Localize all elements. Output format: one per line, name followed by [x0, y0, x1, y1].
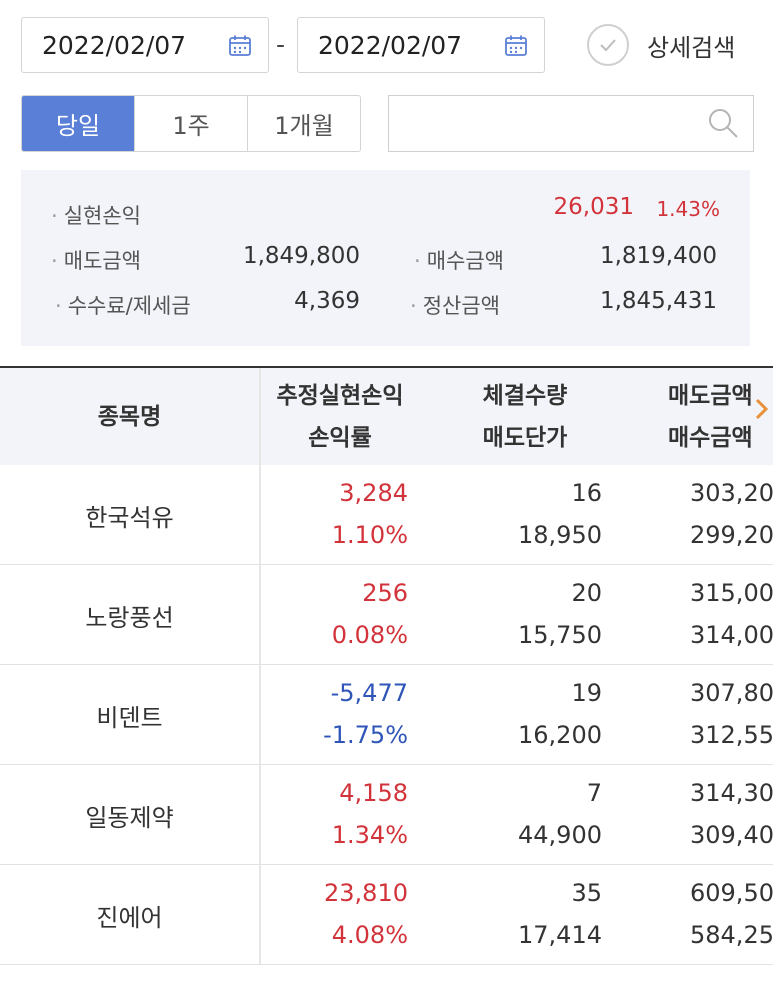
pl-rate: 1.34%	[331, 821, 408, 849]
table-header: 종목명 추정실현손익 손익률 체결수량 매도단가 매도금액 매수금액	[0, 366, 773, 465]
sell-price: 17,414	[518, 921, 602, 949]
pl-rate: -1.75%	[323, 721, 408, 749]
estimated-pl: -5,477	[330, 679, 408, 707]
date-range-separator: -	[276, 30, 286, 59]
table-row[interactable]: 노랑풍선 256 0.08% 20 15,750 315,000 314,000	[0, 565, 773, 665]
estimated-pl: 4,158	[339, 779, 408, 807]
sell-amount: 303,200	[690, 479, 773, 507]
buy-amount: 312,550	[690, 721, 773, 749]
realized-pl-label: · 실현손익	[51, 204, 141, 228]
column-divider	[259, 865, 261, 964]
header-sell-price: 매도단가	[482, 425, 568, 451]
estimated-pl: 23,810	[324, 879, 408, 907]
buy-amount-value: 1,819,400	[599, 243, 717, 269]
detail-search-toggle[interactable]: 상세검색	[587, 24, 735, 66]
summary-panel: · 실현손익 26,031 1.43% · 매도금액 1,849,800 · 매수금액…	[21, 170, 750, 346]
stock-name: 일동제약	[85, 803, 174, 832]
period-tab-1month[interactable]: 1개월	[248, 96, 360, 151]
buy-amount: 314,000	[690, 621, 773, 649]
estimated-pl: 256	[362, 579, 408, 607]
column-divider	[259, 665, 261, 764]
end-date-field[interactable]: 2022/02/07	[297, 17, 545, 73]
settlement-value: 1,845,431	[599, 288, 717, 314]
column-divider	[259, 465, 261, 564]
quantity: 16	[571, 479, 602, 507]
sell-price: 18,950	[518, 521, 602, 549]
header-quantity: 체결수량	[482, 383, 568, 409]
header-sell-amount: 매도금액	[668, 383, 753, 409]
column-divider	[259, 368, 261, 465]
column-divider	[259, 765, 261, 864]
calendar-icon[interactable]	[228, 34, 252, 64]
pl-rate: 1.10%	[331, 521, 408, 549]
realized-pl-value: 26,031	[553, 194, 634, 220]
header-buy-amount: 매수금액	[668, 425, 753, 451]
detail-search-label: 상세검색	[647, 33, 736, 62]
stock-name: 노랑풍선	[85, 603, 174, 632]
pl-rate: 0.08%	[331, 621, 408, 649]
header-pl: 추정실현손익	[276, 383, 404, 409]
sell-amount-label: · 매도금액	[51, 249, 141, 273]
quantity: 7	[586, 779, 602, 807]
quantity: 35	[571, 879, 602, 907]
table-row[interactable]: 일동제약 4,158 1.34% 7 44,900 314,300 309,400	[0, 765, 773, 865]
stock-search-input[interactable]	[389, 96, 689, 151]
stock-name: 진에어	[96, 903, 163, 932]
check-circle-icon[interactable]	[587, 24, 629, 66]
sell-price: 15,750	[518, 621, 602, 649]
fee-tax-value: 4,369	[294, 288, 360, 314]
sell-amount: 609,500	[690, 879, 773, 907]
sell-price: 44,900	[518, 821, 602, 849]
sell-amount-value: 1,849,800	[242, 243, 360, 269]
header-pl-rate: 손익률	[308, 425, 372, 451]
settlement-label: · 정산금액	[410, 294, 500, 318]
estimated-pl: 3,284	[339, 479, 408, 507]
pl-rate: 4.08%	[331, 921, 408, 949]
end-date-value: 2022/02/07	[318, 30, 463, 60]
buy-amount: 584,250	[690, 921, 773, 949]
quantity: 19	[571, 679, 602, 707]
start-date-field[interactable]: 2022/02/07	[21, 17, 269, 73]
fee-tax-label: · 수수료/제세금	[55, 294, 191, 318]
sell-price: 16,200	[518, 721, 602, 749]
stock-search-box	[388, 95, 754, 152]
buy-amount: 309,400	[690, 821, 773, 849]
chevron-right-icon[interactable]	[755, 398, 769, 424]
sell-amount: 315,000	[690, 579, 773, 607]
sell-amount: 314,300	[690, 779, 773, 807]
start-date-value: 2022/02/07	[42, 30, 187, 60]
table-row[interactable]: 비덴트 -5,477 -1.75% 19 16,200 307,800 312,550	[0, 665, 773, 765]
period-tab-1week[interactable]: 1주	[135, 96, 248, 151]
period-selector: 당일 1주 1개월	[21, 95, 361, 152]
column-divider	[259, 565, 261, 664]
sell-amount: 307,800	[690, 679, 773, 707]
realized-pl-rate: 1.43%	[656, 197, 720, 221]
search-icon[interactable]	[706, 106, 740, 144]
stock-name: 한국석유	[85, 503, 174, 532]
stock-name: 비덴트	[96, 703, 163, 732]
table-row[interactable]: 진에어 23,810 4.08% 35 17,414 609,500 584,250	[0, 865, 773, 965]
buy-amount-label: · 매수금액	[414, 249, 504, 273]
header-stock-name: 종목명	[97, 404, 162, 430]
quantity: 20	[571, 579, 602, 607]
period-tab-today[interactable]: 당일	[22, 96, 135, 151]
buy-amount: 299,200	[690, 521, 773, 549]
calendar-icon[interactable]	[504, 34, 528, 64]
table-row[interactable]: 한국석유 3,284 1.10% 16 18,950 303,200 299,200	[0, 465, 773, 565]
